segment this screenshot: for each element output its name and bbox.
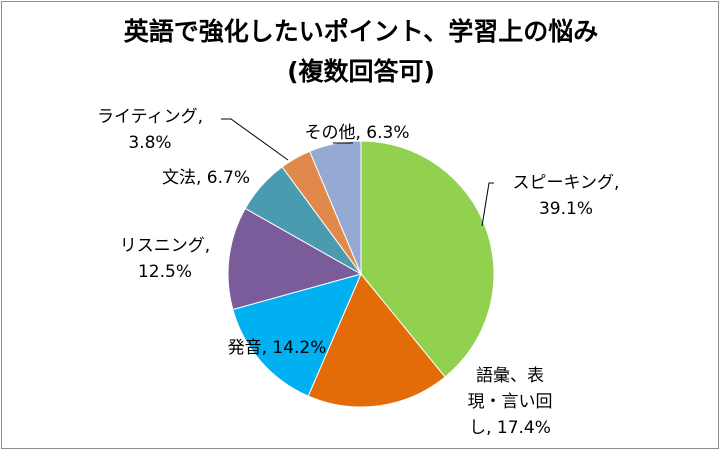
slice-label-3-line-1: 12.5% bbox=[138, 262, 192, 282]
slice-label-3: リスニング, 12.5% bbox=[120, 236, 210, 282]
slice-label-6: その他, 6.3% bbox=[305, 123, 410, 143]
slice-label-2: 発音, 14.2% bbox=[228, 338, 327, 358]
chart-title-line-2: (複数回答可) bbox=[287, 57, 435, 86]
slice-label-4: 文法, 6.7% bbox=[162, 168, 250, 188]
pie-slice-2 bbox=[232, 273, 362, 397]
leader-line-0 bbox=[481, 182, 494, 227]
slice-label-0-line-0: スピーキング, bbox=[513, 173, 620, 193]
slice-label-1: 語彙、表現・言い回し, 17.4% bbox=[468, 366, 553, 438]
slice-label-0-line-1: 39.1% bbox=[539, 199, 593, 219]
pie-slice-6 bbox=[309, 140, 362, 275]
slice-label-6-line-0: その他, 6.3% bbox=[305, 123, 410, 143]
slice-label-1-line-0: 語彙、表 bbox=[476, 366, 544, 386]
pie-slice-1 bbox=[307, 273, 446, 408]
slice-label-5: ライティング, 3.8% bbox=[97, 107, 203, 153]
slice-label-1-line-1: 現・言い回 bbox=[468, 392, 553, 412]
slice-label-0: スピーキング, 39.1% bbox=[513, 173, 620, 219]
slice-label-2-line-0: 発音, 14.2% bbox=[228, 338, 327, 358]
pie-slice-3 bbox=[227, 207, 363, 311]
leader-line-1 bbox=[221, 118, 289, 161]
slice-label-5-line-0: ライティング, bbox=[97, 107, 203, 127]
slice-label-5-line-1: 3.8% bbox=[128, 133, 171, 153]
pie-slice-0 bbox=[360, 140, 495, 378]
slice-label-4-line-0: 文法, 6.7% bbox=[162, 168, 250, 188]
chart-title-line-1: 英語で強化したいポイント、学習上の悩み bbox=[123, 17, 599, 46]
slice-label-1-line-2: し, 17.4% bbox=[469, 418, 551, 438]
slice-label-3-line-0: リスニング, bbox=[120, 236, 210, 256]
